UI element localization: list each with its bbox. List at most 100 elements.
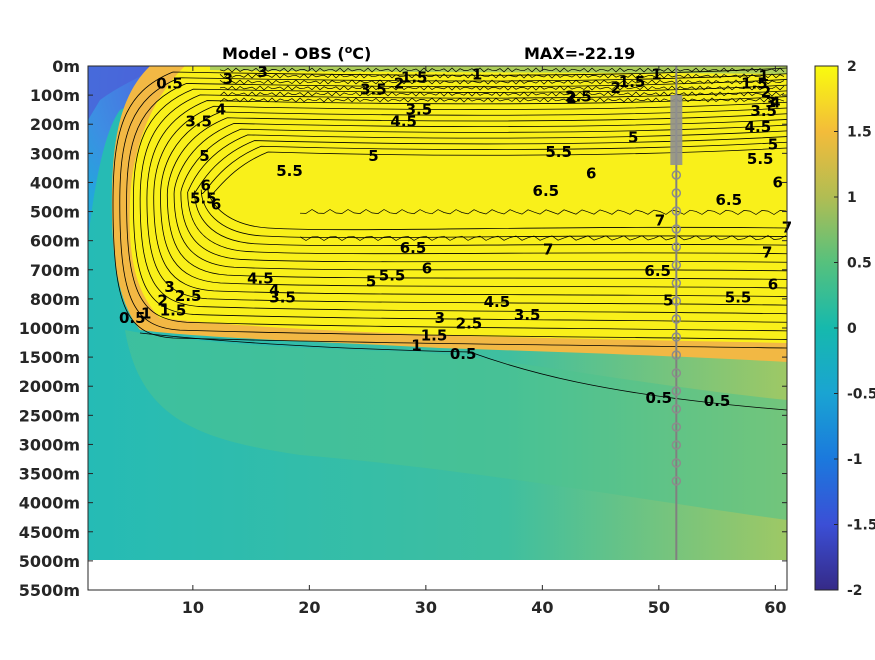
contour-line — [200, 141, 787, 239]
contour-line — [146, 96, 787, 306]
contour-label: 1 — [472, 66, 482, 84]
station-marker — [671, 296, 682, 306]
contour-label: 3 — [435, 309, 445, 327]
contour-label: 6.5 — [644, 262, 671, 280]
contour-label: 3 — [258, 63, 268, 81]
y-tick-label: 3500m — [19, 465, 80, 484]
contour-label: 6 — [200, 176, 210, 194]
contour-label: 2 — [566, 89, 576, 107]
contour-label: 4.5 — [390, 112, 417, 130]
contour-label: 1 — [411, 336, 421, 354]
wiggle-contour — [299, 235, 787, 241]
y-tick-label: 1000m — [19, 319, 80, 338]
contour-label: 1 — [141, 304, 151, 322]
x-tick-label: 10 — [182, 598, 204, 617]
contour-label: 6.5 — [715, 191, 742, 209]
contour-label: 5.5 — [725, 288, 752, 306]
contour-label: 3.5 — [514, 306, 541, 324]
x-tick-label: 20 — [298, 598, 320, 617]
surface-cold-anomaly — [88, 66, 215, 240]
y-tick-label: 4000m — [19, 494, 80, 513]
station-marker — [671, 242, 682, 252]
contour-label: 2.5 — [456, 315, 483, 333]
contour-label: 7 — [543, 240, 553, 258]
station-marker — [671, 476, 682, 486]
y-tick-label: 500m — [30, 203, 80, 222]
surface-wiggle-contours — [219, 67, 787, 241]
y-tick-label: 600m — [30, 232, 80, 251]
contour-line — [180, 124, 787, 263]
warm-tongue-core — [129, 66, 787, 343]
contour-line — [166, 113, 787, 280]
contour-label: 5.5 — [545, 143, 572, 161]
surface-cold-core — [88, 66, 160, 120]
contour-label: 4.5 — [247, 270, 274, 288]
station-marker — [671, 422, 682, 432]
contour-label: 6.5 — [400, 239, 427, 257]
colorbar-tick-label: 1.5 — [847, 125, 872, 141]
station-marker — [671, 350, 682, 360]
y-tick-label: 2500m — [19, 406, 80, 425]
contour-label: 4 — [770, 93, 780, 111]
contour-line — [187, 130, 787, 255]
contour-label: 6.5 — [533, 182, 560, 200]
contour-label: 5.5 — [276, 162, 303, 180]
surface-strip — [210, 66, 787, 74]
colorbar-tick-label: 2 — [847, 59, 857, 75]
station-marker — [671, 332, 682, 342]
station-marker — [671, 224, 682, 234]
contour-label: 6 — [422, 259, 432, 277]
contour-label: 5.5 — [190, 189, 217, 207]
contour-line — [173, 119, 787, 272]
contour-label: 0.5 — [156, 74, 183, 92]
contour-line — [207, 147, 787, 231]
contour-label: 1 — [651, 66, 661, 84]
contour-label: 0.5 — [119, 309, 146, 327]
colorbar-tick-label: -1.5 — [847, 518, 875, 534]
contour-line — [160, 107, 787, 289]
contour-label: 0.5 — [450, 345, 477, 363]
wiggle-contour — [219, 73, 785, 79]
station-marker — [671, 260, 682, 270]
contour-label: 5 — [628, 128, 638, 146]
wiggle-contour — [219, 85, 785, 91]
station-marker — [671, 458, 682, 468]
contour-line — [119, 73, 787, 340]
contour-line — [153, 101, 787, 297]
station-marker — [671, 386, 682, 396]
contour-label: 2.5 — [565, 88, 592, 106]
contour-label: 1 — [758, 67, 768, 85]
contour-label: 4.5 — [745, 118, 772, 136]
contour-label: 0.5 — [646, 389, 673, 407]
y-tick-label: 5500m — [19, 581, 80, 600]
contour-label: 2 — [611, 79, 621, 97]
station-marker — [671, 206, 682, 216]
y-tick-label: 0m — [52, 57, 80, 76]
y-tick-label: 700m — [30, 261, 80, 280]
contour-label: 4 — [269, 281, 279, 299]
x-tick-label: 30 — [415, 598, 437, 617]
contour-label: 5 — [366, 272, 376, 290]
contour-lines — [112, 67, 787, 411]
contour-label: 0.5 — [704, 392, 731, 410]
station-marker — [671, 368, 682, 378]
station-marker — [671, 170, 682, 180]
colorbar-tick-label: -2 — [847, 583, 863, 599]
y-tick-label: 200m — [30, 115, 80, 134]
colorbar-tick-label: -0.5 — [847, 387, 875, 403]
contour-label: 6 — [586, 165, 596, 183]
contour-label: 1.5 — [160, 302, 187, 320]
contour-line — [112, 67, 787, 349]
wiggle-contour — [219, 91, 785, 97]
contour-label: 3 — [223, 70, 233, 88]
y-tick-label: 1500m — [19, 348, 80, 367]
x-tick-label: 50 — [648, 598, 670, 617]
colorbar-tick-label: 0 — [847, 321, 857, 337]
contour-label: 5 — [199, 147, 209, 165]
contour-line — [139, 90, 787, 315]
colorbar-tick-label: 0.5 — [847, 256, 872, 272]
contour-label: 1.5 — [619, 73, 646, 91]
y-tick-label: 400m — [30, 173, 80, 192]
contour-line-0.5-deep — [139, 332, 787, 411]
